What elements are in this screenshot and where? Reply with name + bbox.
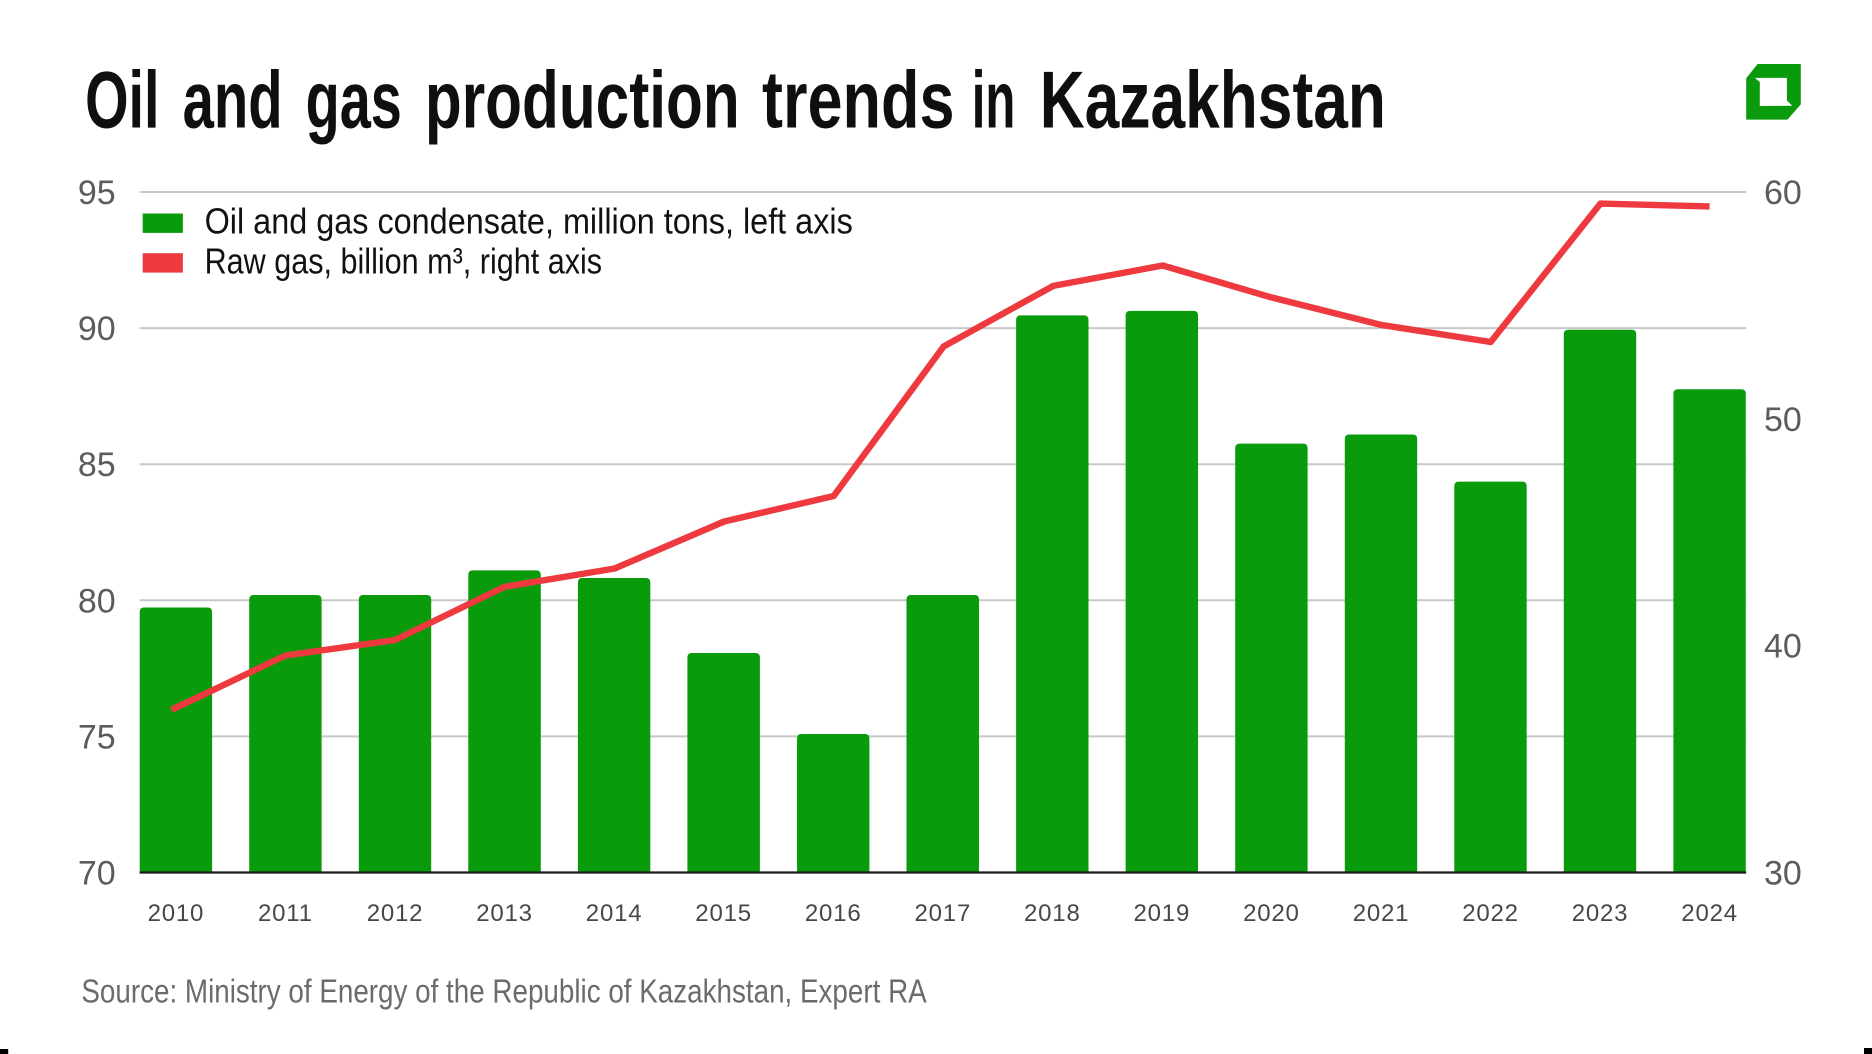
svg-text:90: 90 xyxy=(78,310,116,348)
svg-text:2018: 2018 xyxy=(1024,900,1081,927)
svg-text:2011: 2011 xyxy=(258,900,313,927)
svg-text:2023: 2023 xyxy=(1572,900,1629,927)
svg-text:2022: 2022 xyxy=(1462,900,1519,927)
svg-text:2017: 2017 xyxy=(915,900,972,927)
svg-text:95: 95 xyxy=(78,174,116,212)
svg-text:2010: 2010 xyxy=(148,900,205,927)
svg-text:trends: trends xyxy=(762,55,955,145)
svg-text:85: 85 xyxy=(78,446,116,484)
svg-text:in: in xyxy=(972,55,1016,145)
svg-text:Raw gas, billion m³, right axi: Raw gas, billion m³, right axis xyxy=(205,240,602,281)
svg-text:production: production xyxy=(425,55,740,145)
svg-text:Source: Ministry of Energy of: Source: Ministry of Energy of the Republ… xyxy=(81,972,926,1009)
svg-text:2020: 2020 xyxy=(1243,900,1300,927)
svg-text:60: 60 xyxy=(1764,174,1802,212)
svg-text:70: 70 xyxy=(78,855,116,893)
svg-text:30: 30 xyxy=(1764,855,1802,893)
svg-text:2019: 2019 xyxy=(1134,900,1191,927)
svg-text:50: 50 xyxy=(1764,401,1802,439)
svg-text:75: 75 xyxy=(78,718,116,756)
svg-text:Kazakhstan: Kazakhstan xyxy=(1040,55,1386,145)
svg-text:Oil and gas condensate, millio: Oil and gas condensate, million tons, le… xyxy=(205,201,853,242)
svg-text:2016: 2016 xyxy=(805,900,862,927)
svg-text:40: 40 xyxy=(1764,628,1802,666)
svg-text:and: and xyxy=(183,55,283,145)
svg-text:2015: 2015 xyxy=(695,900,752,927)
svg-text:2021: 2021 xyxy=(1353,900,1410,927)
svg-text:Oil: Oil xyxy=(85,55,159,145)
svg-text:2014: 2014 xyxy=(586,900,643,927)
svg-text:2012: 2012 xyxy=(367,900,424,927)
svg-text:gas: gas xyxy=(306,55,402,145)
svg-text:2024: 2024 xyxy=(1681,900,1738,927)
svg-text:80: 80 xyxy=(78,582,116,620)
svg-text:2013: 2013 xyxy=(476,900,533,927)
